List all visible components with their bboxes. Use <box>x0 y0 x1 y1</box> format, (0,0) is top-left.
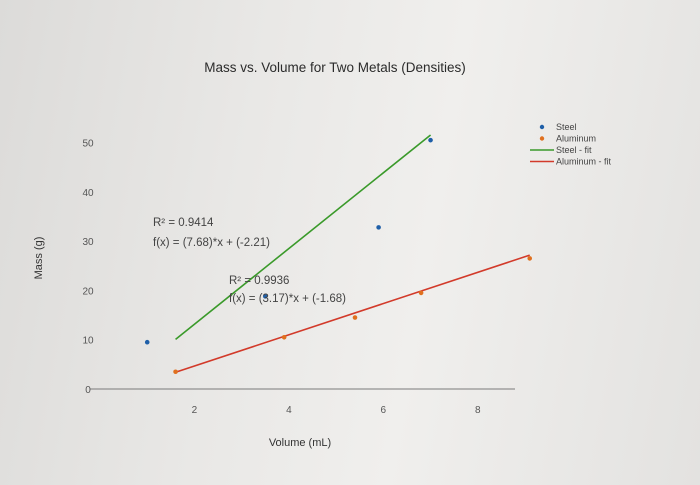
y-axis-label: Mass (g) <box>33 237 45 280</box>
legend-aluminum-label: Aluminum <box>556 134 596 144</box>
data-points <box>144 137 533 375</box>
x-tick-label: 4 <box>286 405 292 416</box>
legend-aluminum-fit-label: Aluminum - fit <box>556 157 612 167</box>
y-tick-label: 20 <box>82 286 94 297</box>
legend-aluminum-swatch <box>539 136 545 141</box>
y-tick-label: 10 <box>82 336 94 347</box>
legend-steel-label: Steel <box>556 122 577 132</box>
aluminum-fit-line <box>175 254 530 374</box>
steel-equation-annotation: f(x) = (7.68)*x + (-2.21) <box>153 237 270 249</box>
axes: 0 10 20 30 40 50 2 4 6 8 <box>82 139 515 416</box>
legend-steel-swatch <box>539 124 545 130</box>
x-tick-label: 6 <box>381 405 387 416</box>
aluminum-point <box>281 334 287 340</box>
steel-r2-annotation: R² = 0.9414 <box>153 217 214 229</box>
aluminum-r2-annotation: R² = 0.9936 <box>229 275 289 287</box>
aluminum-point <box>352 315 358 320</box>
steel-point <box>262 294 268 299</box>
steel-point <box>376 225 381 230</box>
aluminum-point <box>418 290 424 296</box>
chart-title: Mass vs. Volume for Two Metals (Densitie… <box>204 60 466 75</box>
aluminum-point <box>527 256 533 261</box>
fit-lines <box>175 134 530 374</box>
steel-point <box>144 339 150 345</box>
steel-point <box>428 137 433 143</box>
y-tick-label: 50 <box>82 139 94 150</box>
y-tick-label: 30 <box>82 237 94 248</box>
y-tick-label: 0 <box>85 385 91 396</box>
legend-steel-fit-label: Steel - fit <box>556 145 592 155</box>
x-tick-label: 2 <box>192 405 198 416</box>
steel-fit-line <box>175 134 432 340</box>
y-tick-label: 40 <box>82 188 94 199</box>
x-tick-label: 8 <box>475 405 481 416</box>
x-axis-label: Volume (mL) <box>269 437 331 449</box>
aluminum-point <box>173 369 178 375</box>
aluminum-equation-annotation: f(x) = (3.17)*x + (-1.68) <box>229 293 346 305</box>
